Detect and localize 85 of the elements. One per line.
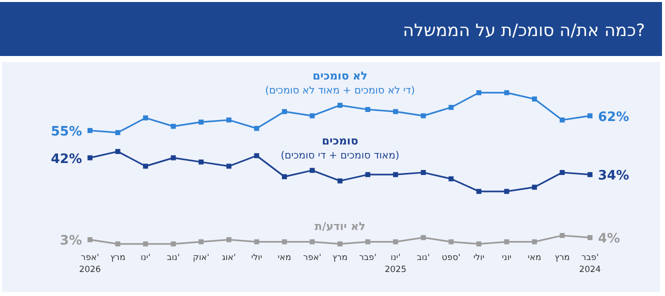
point xyxy=(254,239,260,244)
point xyxy=(338,178,342,184)
point xyxy=(254,153,260,158)
series-label: סומכים xyxy=(322,134,358,148)
point xyxy=(560,170,565,175)
series-label: לא יודע/ת xyxy=(314,220,366,233)
point xyxy=(504,90,510,96)
point xyxy=(282,174,287,180)
point xyxy=(560,118,565,122)
x-tick-label: יוני xyxy=(502,253,512,263)
point xyxy=(115,241,120,246)
point xyxy=(476,241,482,246)
point xyxy=(532,184,537,190)
data-label: 3% xyxy=(60,234,82,249)
point xyxy=(310,113,315,118)
x-tick-label: אוג' xyxy=(222,253,236,263)
data-label: 42% xyxy=(50,152,82,167)
x-tick-label: מרץ xyxy=(332,253,348,263)
x-tick-label: ספט' xyxy=(442,253,460,263)
point xyxy=(338,102,342,108)
point xyxy=(338,241,342,246)
point xyxy=(198,239,204,244)
annotation: (מאוד סומכים + די סומכים) xyxy=(280,150,400,162)
point xyxy=(170,241,176,246)
x-tick-label: ינו' xyxy=(140,253,151,263)
x-tick-label: פבר' xyxy=(359,253,376,263)
point xyxy=(170,155,176,160)
point xyxy=(226,164,232,169)
point xyxy=(282,109,287,114)
x-tick-label: מאי xyxy=(528,253,542,263)
point xyxy=(504,188,510,194)
x-tick-label: יולי xyxy=(473,253,484,263)
data-label: 34% xyxy=(598,168,630,184)
point xyxy=(476,188,482,194)
point xyxy=(88,128,92,133)
x-tick-label: נוב' xyxy=(166,253,180,263)
point xyxy=(88,237,92,242)
point xyxy=(170,124,176,129)
x-tick-label: אפר' xyxy=(303,253,322,263)
point xyxy=(448,239,454,244)
point xyxy=(448,176,454,182)
data-label: 4% xyxy=(598,232,620,247)
point xyxy=(143,241,148,246)
point xyxy=(393,239,398,244)
point xyxy=(588,113,592,118)
point xyxy=(504,239,510,244)
point xyxy=(420,170,426,175)
point xyxy=(365,172,370,178)
x-tick-label: יולי xyxy=(251,253,262,263)
point xyxy=(143,164,148,169)
point xyxy=(226,118,232,122)
text: לא סומכים xyxy=(312,69,368,82)
point xyxy=(560,233,565,238)
point xyxy=(198,160,204,164)
point xyxy=(532,96,537,102)
data-label: 55% xyxy=(50,124,82,140)
point xyxy=(588,172,592,178)
point xyxy=(448,104,454,110)
point xyxy=(226,237,232,242)
point xyxy=(88,155,92,160)
point xyxy=(282,239,287,244)
point xyxy=(254,126,260,131)
point xyxy=(420,113,426,118)
point xyxy=(532,239,537,244)
point xyxy=(588,235,592,240)
annotation: (די לא סומכים + מאוד לא סומכים) xyxy=(265,85,415,96)
point xyxy=(310,168,315,173)
point xyxy=(115,130,120,136)
point xyxy=(310,239,315,244)
point xyxy=(365,239,370,244)
point xyxy=(365,107,370,112)
x-tick-label: מרץ xyxy=(554,253,570,263)
point xyxy=(115,149,120,154)
point xyxy=(476,90,482,96)
point xyxy=(393,109,398,114)
x-tick-label: נוב' xyxy=(416,253,430,263)
point xyxy=(393,172,398,178)
point xyxy=(420,235,426,240)
data-label: 62% xyxy=(598,110,630,125)
x-tick-label: מאי xyxy=(278,253,292,263)
point xyxy=(198,120,204,125)
point xyxy=(143,115,148,120)
x-tick-label: אוק' xyxy=(192,253,210,263)
x-tick-label: מרץ xyxy=(110,253,126,263)
chart-title: כמה את/ה סומכ/ת על הממשלה? xyxy=(402,21,645,41)
